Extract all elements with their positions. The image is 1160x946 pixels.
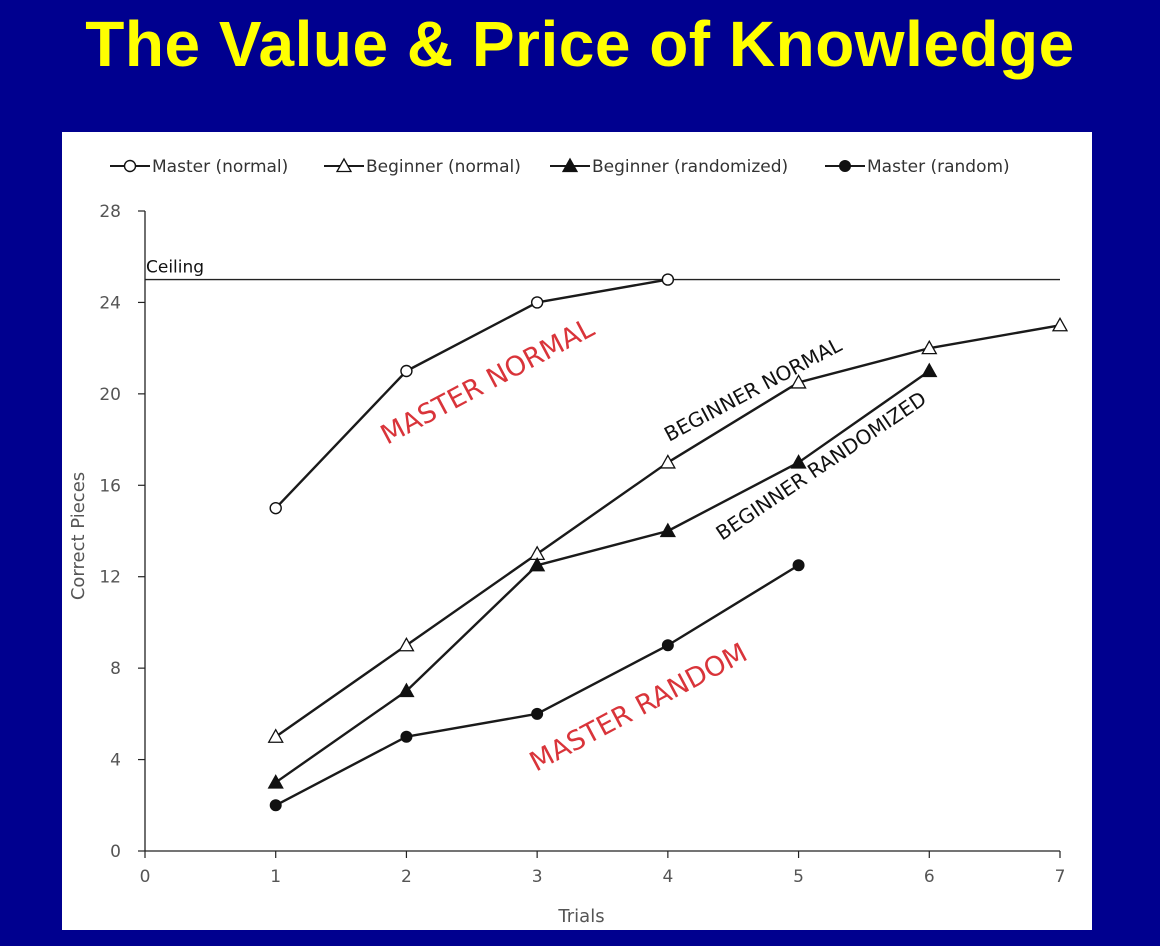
y-tick-label: 28 — [99, 202, 121, 222]
legend-label: Beginner (normal) — [366, 157, 521, 177]
x-tick-label: 6 — [924, 867, 935, 887]
x-axis-title: Trials — [557, 906, 604, 927]
x-tick-label: 3 — [532, 867, 543, 887]
series-1 — [269, 273, 675, 515]
data-point — [267, 774, 284, 789]
y-tick-label: 8 — [110, 659, 121, 679]
data-point — [398, 682, 415, 698]
chart-annotation: MASTER RANDOM — [525, 637, 753, 778]
y-tick-label: 20 — [99, 385, 121, 405]
x-tick-label: 7 — [1055, 867, 1066, 887]
legend-marker — [335, 157, 353, 173]
data-point — [267, 728, 284, 743]
data-point — [921, 362, 938, 378]
x-tick-label: 4 — [662, 867, 673, 887]
series-line — [275, 370, 930, 784]
y-tick-label: 4 — [110, 751, 121, 771]
chart-panel: 0 1 2 3 4 5 6 7 0 4 8 12 16 20 24 28 Trials Correct Piece… — [62, 132, 1092, 930]
x-tick-label: 2 — [401, 867, 412, 887]
x-tick-label: 5 — [793, 867, 804, 887]
data-point — [269, 799, 282, 812]
x-tick-label: 0 — [140, 867, 151, 887]
legend-item: Beginner (randomized) — [550, 157, 788, 177]
y-tick-label: 0 — [110, 842, 121, 862]
data-point — [921, 339, 938, 355]
data-point — [531, 707, 544, 720]
legend-label: Beginner (randomized) — [592, 157, 788, 177]
data-point — [790, 454, 807, 469]
ceiling-label: Ceiling — [146, 258, 204, 278]
legend-item: Master (normal) — [110, 157, 288, 177]
chart-annotation: BEGINNER RANDOMIZED — [711, 386, 930, 545]
legend-marker — [561, 157, 579, 173]
series-2 — [267, 316, 1069, 743]
data-point — [398, 636, 415, 652]
y-tick-label: 16 — [99, 476, 121, 496]
data-point — [659, 522, 676, 538]
data-point — [529, 556, 546, 572]
data-point — [269, 501, 282, 515]
data-point — [661, 273, 675, 286]
y-tick-label: 24 — [99, 293, 121, 313]
chart-annotation: MASTER NORMAL — [376, 313, 600, 452]
data-point — [661, 639, 674, 652]
x-tick-label: 1 — [270, 867, 281, 887]
slide-title: The Value & Price of Knowledge — [85, 8, 1075, 80]
y-axis-title: Correct Pieces — [68, 472, 89, 600]
legend-marker — [839, 160, 851, 172]
chart-annotation: BEGINNER NORMAL — [660, 332, 846, 446]
series-3 — [267, 362, 938, 789]
legend-label: Master (normal) — [152, 157, 288, 177]
data-point — [400, 364, 413, 378]
legend-marker — [123, 159, 137, 173]
data-point — [1051, 316, 1069, 332]
data-point — [530, 296, 544, 309]
legend-item: Master (random) — [825, 157, 1010, 177]
legend-item: Beginner (normal) — [324, 157, 521, 177]
series-line — [274, 278, 669, 509]
data-point — [400, 730, 413, 743]
y-tick-label: 12 — [99, 568, 121, 588]
data-point — [792, 559, 805, 572]
legend-label: Master (random) — [867, 157, 1010, 177]
data-point — [790, 374, 807, 389]
series-4 — [269, 559, 805, 812]
data-point — [659, 454, 676, 469]
